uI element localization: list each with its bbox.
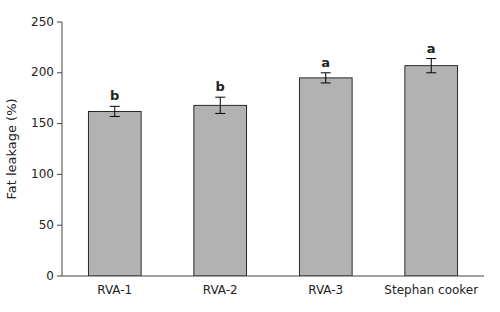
x-tick-label: RVA-2 <box>203 283 238 297</box>
y-tick-label: 200 <box>31 65 54 79</box>
x-tick-label: Stephan cooker <box>384 283 478 297</box>
chart: b b a a 0 50 100 150 200 250 RVA-1 RVA-2 RVA-3 Stepha… <box>0 0 500 312</box>
y-tick-label: 250 <box>31 15 54 29</box>
y-tick <box>57 72 62 73</box>
bar <box>194 105 247 276</box>
x-tick-label: RVA-3 <box>308 283 343 297</box>
significance-letter: b <box>110 88 119 103</box>
y-tick-label: 50 <box>39 218 54 232</box>
bar <box>88 111 141 276</box>
y-axis-line <box>62 22 63 276</box>
y-axis-label: Fat leakage (%) <box>4 98 19 199</box>
y-tick <box>57 225 62 226</box>
error-bar <box>215 97 225 113</box>
significance-letter: b <box>216 79 225 94</box>
bar <box>299 78 352 276</box>
y-tick <box>57 174 62 175</box>
y-tick <box>57 276 62 277</box>
y-tick <box>57 123 62 124</box>
error-bar <box>110 106 120 116</box>
significance-letter: a <box>321 55 330 70</box>
y-tick <box>57 22 62 23</box>
significance-letter: a <box>427 41 436 56</box>
bars <box>88 59 457 276</box>
y-tick-label: 0 <box>46 269 54 283</box>
error-bar <box>321 73 331 83</box>
x-tick-label: RVA-1 <box>97 283 132 297</box>
error-bar <box>426 59 436 73</box>
chart-container: b b a a 0 50 100 150 200 250 RVA-1 RVA-2 RVA-3 Stepha… <box>0 0 500 312</box>
y-tick-label: 100 <box>31 167 54 181</box>
bar <box>405 66 458 276</box>
x-axis-line <box>62 276 484 277</box>
y-tick-label: 150 <box>31 116 54 130</box>
